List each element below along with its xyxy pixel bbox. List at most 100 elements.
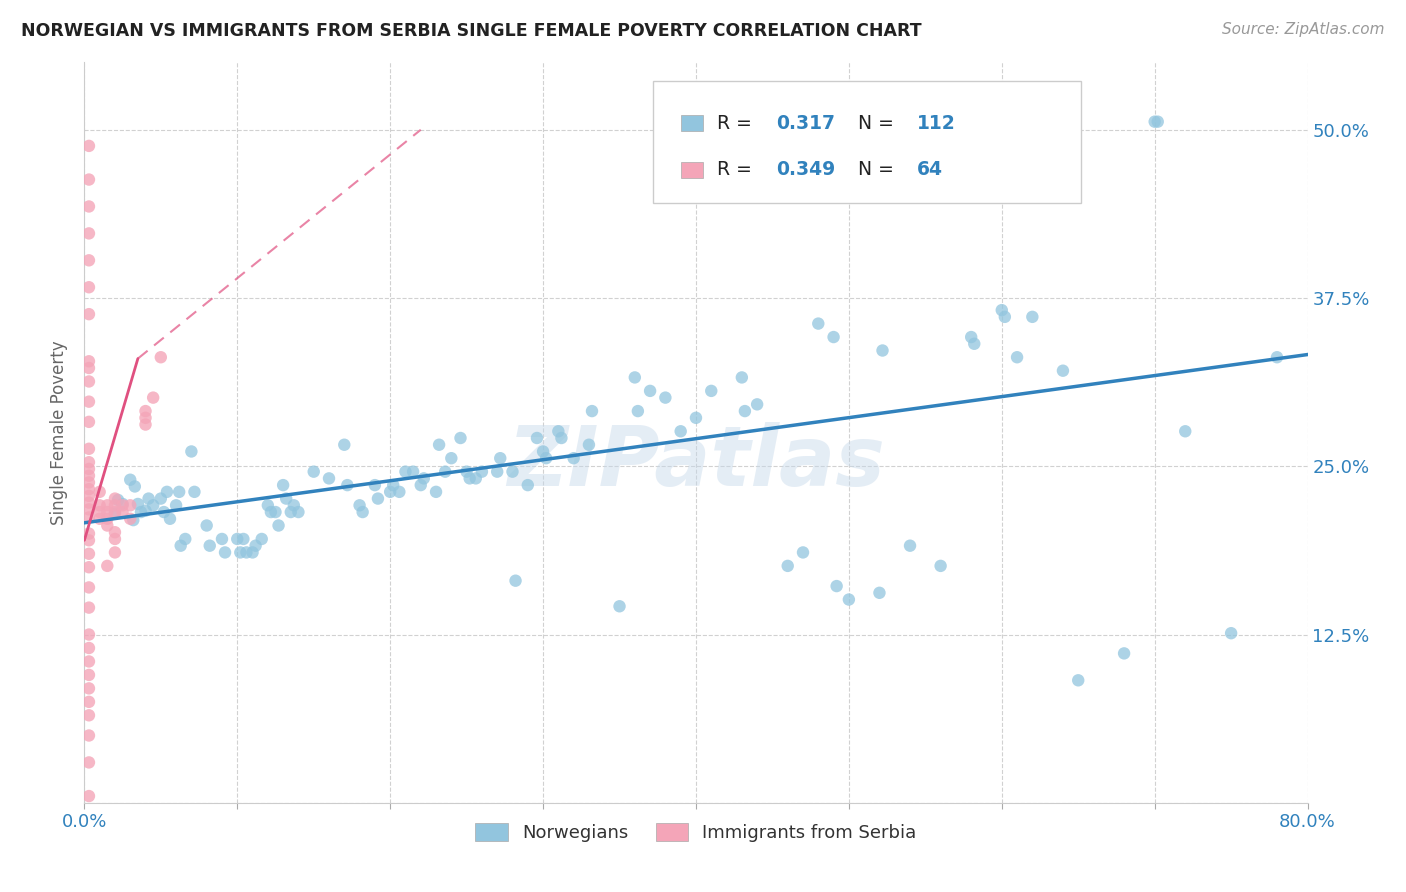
Point <box>159 512 181 526</box>
Point <box>77 502 100 516</box>
Point <box>96 558 118 573</box>
Point <box>77 695 100 709</box>
Point <box>458 471 481 485</box>
Point <box>77 510 100 524</box>
Point <box>77 475 100 490</box>
Point <box>138 491 160 506</box>
Point <box>929 558 952 573</box>
Point <box>963 336 986 351</box>
Point <box>534 451 557 466</box>
Point <box>77 227 100 241</box>
Point <box>226 532 249 546</box>
Text: N =: N = <box>858 113 900 133</box>
Point <box>267 518 290 533</box>
Point <box>526 431 548 445</box>
Point <box>77 489 100 503</box>
Point <box>167 484 190 499</box>
Point <box>77 668 100 682</box>
Point <box>731 370 754 384</box>
Point <box>271 478 294 492</box>
Point <box>77 729 100 743</box>
Point <box>77 526 100 541</box>
Point <box>120 498 142 512</box>
Point <box>367 491 389 506</box>
Point <box>77 581 100 595</box>
Point <box>991 303 1014 318</box>
Point <box>402 465 425 479</box>
Point <box>77 172 100 186</box>
Text: NORWEGIAN VS IMMIGRANTS FROM SERBIA SINGLE FEMALE POVERTY CORRELATION CHART: NORWEGIAN VS IMMIGRANTS FROM SERBIA SING… <box>21 22 922 40</box>
Point <box>669 424 692 438</box>
Point <box>77 253 100 268</box>
Point <box>260 505 283 519</box>
Point <box>807 317 830 331</box>
Point <box>211 532 233 546</box>
Point <box>869 586 891 600</box>
Text: ZIPatlas: ZIPatlas <box>508 422 884 503</box>
Point <box>276 491 298 506</box>
Point <box>129 505 152 519</box>
Point <box>77 560 100 574</box>
Point <box>104 507 127 521</box>
Point <box>77 533 100 548</box>
Point <box>77 199 100 213</box>
Point <box>195 518 218 533</box>
Point <box>104 505 127 519</box>
Point <box>214 545 236 559</box>
Point <box>409 478 432 492</box>
Point <box>245 539 267 553</box>
Text: 112: 112 <box>917 113 956 133</box>
Point <box>77 462 100 476</box>
Point <box>471 465 494 479</box>
Point <box>111 505 134 519</box>
Point <box>609 599 631 614</box>
Point <box>156 484 179 499</box>
Point <box>77 756 100 770</box>
Point <box>89 498 111 512</box>
Point <box>257 498 280 512</box>
Point <box>336 478 359 492</box>
Point <box>135 504 157 518</box>
Point <box>111 497 134 511</box>
Point <box>450 431 472 445</box>
Point <box>638 384 661 398</box>
Point <box>149 491 172 506</box>
Point <box>174 532 197 546</box>
Point <box>1021 310 1043 324</box>
Point <box>122 513 145 527</box>
Point <box>96 512 118 526</box>
Point <box>531 444 554 458</box>
Point <box>127 497 149 511</box>
Point <box>77 394 100 409</box>
Point <box>287 505 309 519</box>
Point <box>823 330 845 344</box>
Point <box>302 465 325 479</box>
Point <box>77 627 100 641</box>
Point <box>89 505 111 519</box>
Y-axis label: Single Female Poverty: Single Female Poverty <box>51 341 69 524</box>
Point <box>349 498 371 512</box>
Point <box>838 592 860 607</box>
Point <box>77 547 100 561</box>
Point <box>464 471 486 485</box>
Point <box>380 484 402 499</box>
Point <box>120 512 142 526</box>
Point <box>77 307 100 321</box>
Point <box>486 465 509 479</box>
Point <box>440 451 463 466</box>
Point <box>516 478 538 492</box>
Point <box>578 438 600 452</box>
Point <box>170 539 193 553</box>
Point <box>77 455 100 469</box>
Text: 64: 64 <box>917 161 943 179</box>
Point <box>96 505 118 519</box>
Point <box>283 498 305 512</box>
Point <box>333 438 356 452</box>
Point <box>235 545 257 559</box>
Point <box>232 532 254 546</box>
Point <box>489 451 512 466</box>
Point <box>104 545 127 559</box>
Point <box>792 545 814 559</box>
Point <box>994 310 1017 324</box>
Point <box>1174 424 1197 438</box>
